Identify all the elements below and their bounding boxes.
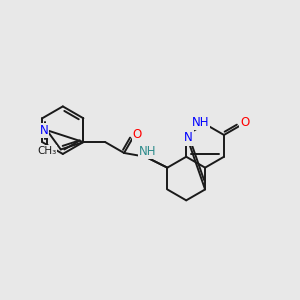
Text: CH₃: CH₃	[37, 146, 56, 156]
Text: O: O	[241, 116, 250, 129]
Text: NH: NH	[139, 145, 156, 158]
Text: NH: NH	[191, 116, 209, 129]
Text: O: O	[133, 128, 142, 141]
Text: N: N	[40, 124, 48, 137]
Text: N: N	[184, 131, 193, 144]
